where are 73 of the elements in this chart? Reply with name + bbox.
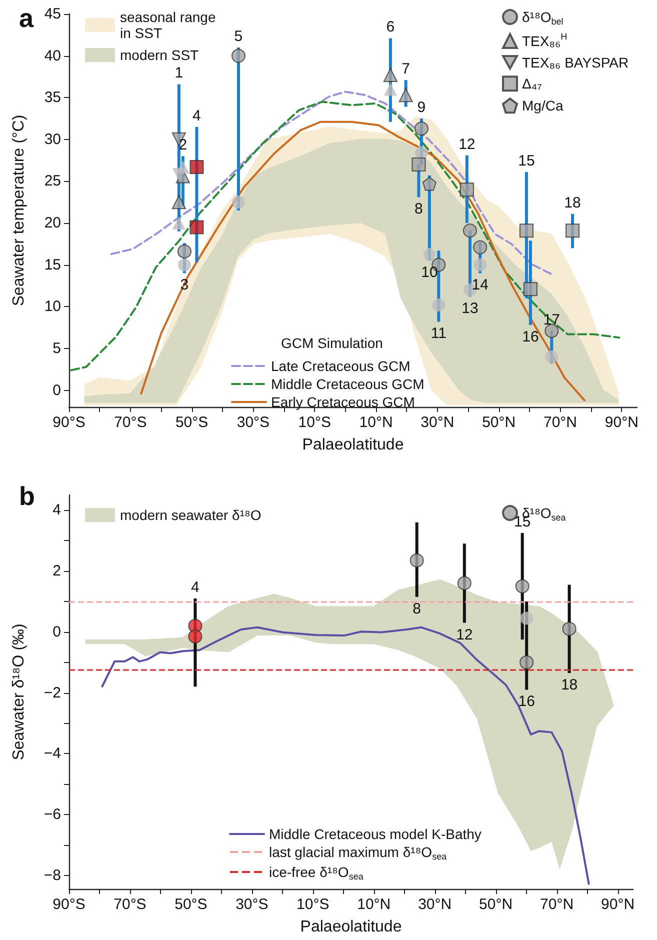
x-tick-label: 10°S (298, 414, 331, 431)
annotation: 6 (386, 18, 395, 36)
y-tick-label: 45 (44, 6, 61, 22)
annotation: 15 (518, 152, 535, 170)
legend-label: Early Cretaceous GCM (271, 394, 415, 410)
annotation: 11 (430, 325, 446, 342)
annotation: 14 (472, 276, 488, 294)
x-tick-label: 50°N (482, 414, 516, 431)
chart-title: a (19, 3, 34, 33)
y-tick-label: −8 (44, 866, 61, 884)
annotation: 18 (564, 194, 581, 212)
legend-label: Δ₄₇ (522, 76, 542, 92)
annotation: 8 (414, 200, 423, 218)
y-tick-label: 30 (44, 130, 61, 148)
annotation: 16 (522, 328, 539, 346)
chart-title: b (19, 481, 35, 511)
y-tick-label: 10 (44, 298, 61, 316)
legend-label: Middle Cretaceous GCM (271, 376, 424, 392)
y-tick-label: 40 (44, 47, 61, 64)
x-tick-label: 70°S (114, 896, 146, 913)
y-tick-label: 35 (44, 89, 61, 106)
annotation: 9 (417, 99, 426, 116)
legend-label: Middle Cretaceous model K-Bathy (269, 826, 482, 842)
y-tick-label: 25 (44, 172, 61, 190)
y-tick-label: 0 (52, 382, 61, 399)
annotation: 5 (234, 28, 243, 45)
x-tick-label: 10°N (357, 896, 391, 913)
legend-label: TEX₈₆ BAYSPAR (522, 54, 629, 70)
legend-label: modern seawater δ¹⁸O (120, 507, 262, 523)
x-axis-title: Palaeolatitude (302, 436, 404, 454)
legend-label: Mg/Ca (522, 98, 564, 114)
x-axis-title: Palaeolatitude (300, 918, 402, 936)
x-tick-label: 30°N (418, 896, 452, 913)
y-tick-label: −2 (44, 684, 61, 702)
x-tick-label: 10°N (359, 414, 393, 431)
y-tick-label: 15 (44, 256, 61, 274)
x-tick-label: 70°S (114, 414, 147, 431)
y-tick-label: 0 (52, 623, 61, 640)
annotation: 7 (402, 60, 410, 78)
x-tick-label: 50°S (175, 414, 208, 431)
y-tick-label: −4 (44, 745, 61, 762)
x-tick-label: 90°S (52, 896, 86, 913)
legend-label: seasonal range in SST (120, 9, 220, 41)
legend-label: modern SST (120, 47, 200, 63)
x-tick-label: 30°S (236, 896, 268, 913)
x-tick-label: 90°N (601, 896, 635, 913)
y-tick-label: 2 (52, 562, 61, 580)
annotation: 4 (192, 107, 201, 124)
x-tick-label: 30°S (236, 414, 270, 431)
y-axis-title: Seawater temperature (°C) (10, 114, 28, 306)
annotation: 12 (458, 136, 476, 153)
annotation: 12 (456, 626, 473, 644)
y-tick-label: 5 (52, 340, 61, 357)
x-tick-label: 50°N (479, 896, 513, 913)
x-tick-label: 70°N (540, 896, 574, 913)
x-tick-label: 10°S (296, 896, 330, 913)
x-tick-label: 30°N (420, 414, 454, 431)
annotation: 8 (412, 600, 422, 618)
y-axis-title: Seawater δ¹⁸O (‰) (10, 624, 28, 760)
annotation: 18 (560, 676, 578, 694)
x-tick-label: 50°S (174, 896, 208, 913)
x-tick-label: 70°N (543, 414, 577, 431)
x-tick-label: 90°N (604, 414, 638, 431)
annotation: 4 (191, 578, 200, 596)
y-tick-label: −6 (44, 806, 61, 823)
legend-label: Late Cretaceous GCM (271, 358, 410, 374)
legend-title: GCM Simulation (281, 335, 383, 351)
annotation: 13 (462, 300, 478, 318)
y-tick-label: 20 (44, 214, 61, 232)
y-tick-label: 4 (52, 502, 61, 519)
annotation: 1 (174, 64, 184, 82)
annotation: 16 (518, 693, 535, 710)
x-tick-label: 90°S (52, 414, 86, 431)
